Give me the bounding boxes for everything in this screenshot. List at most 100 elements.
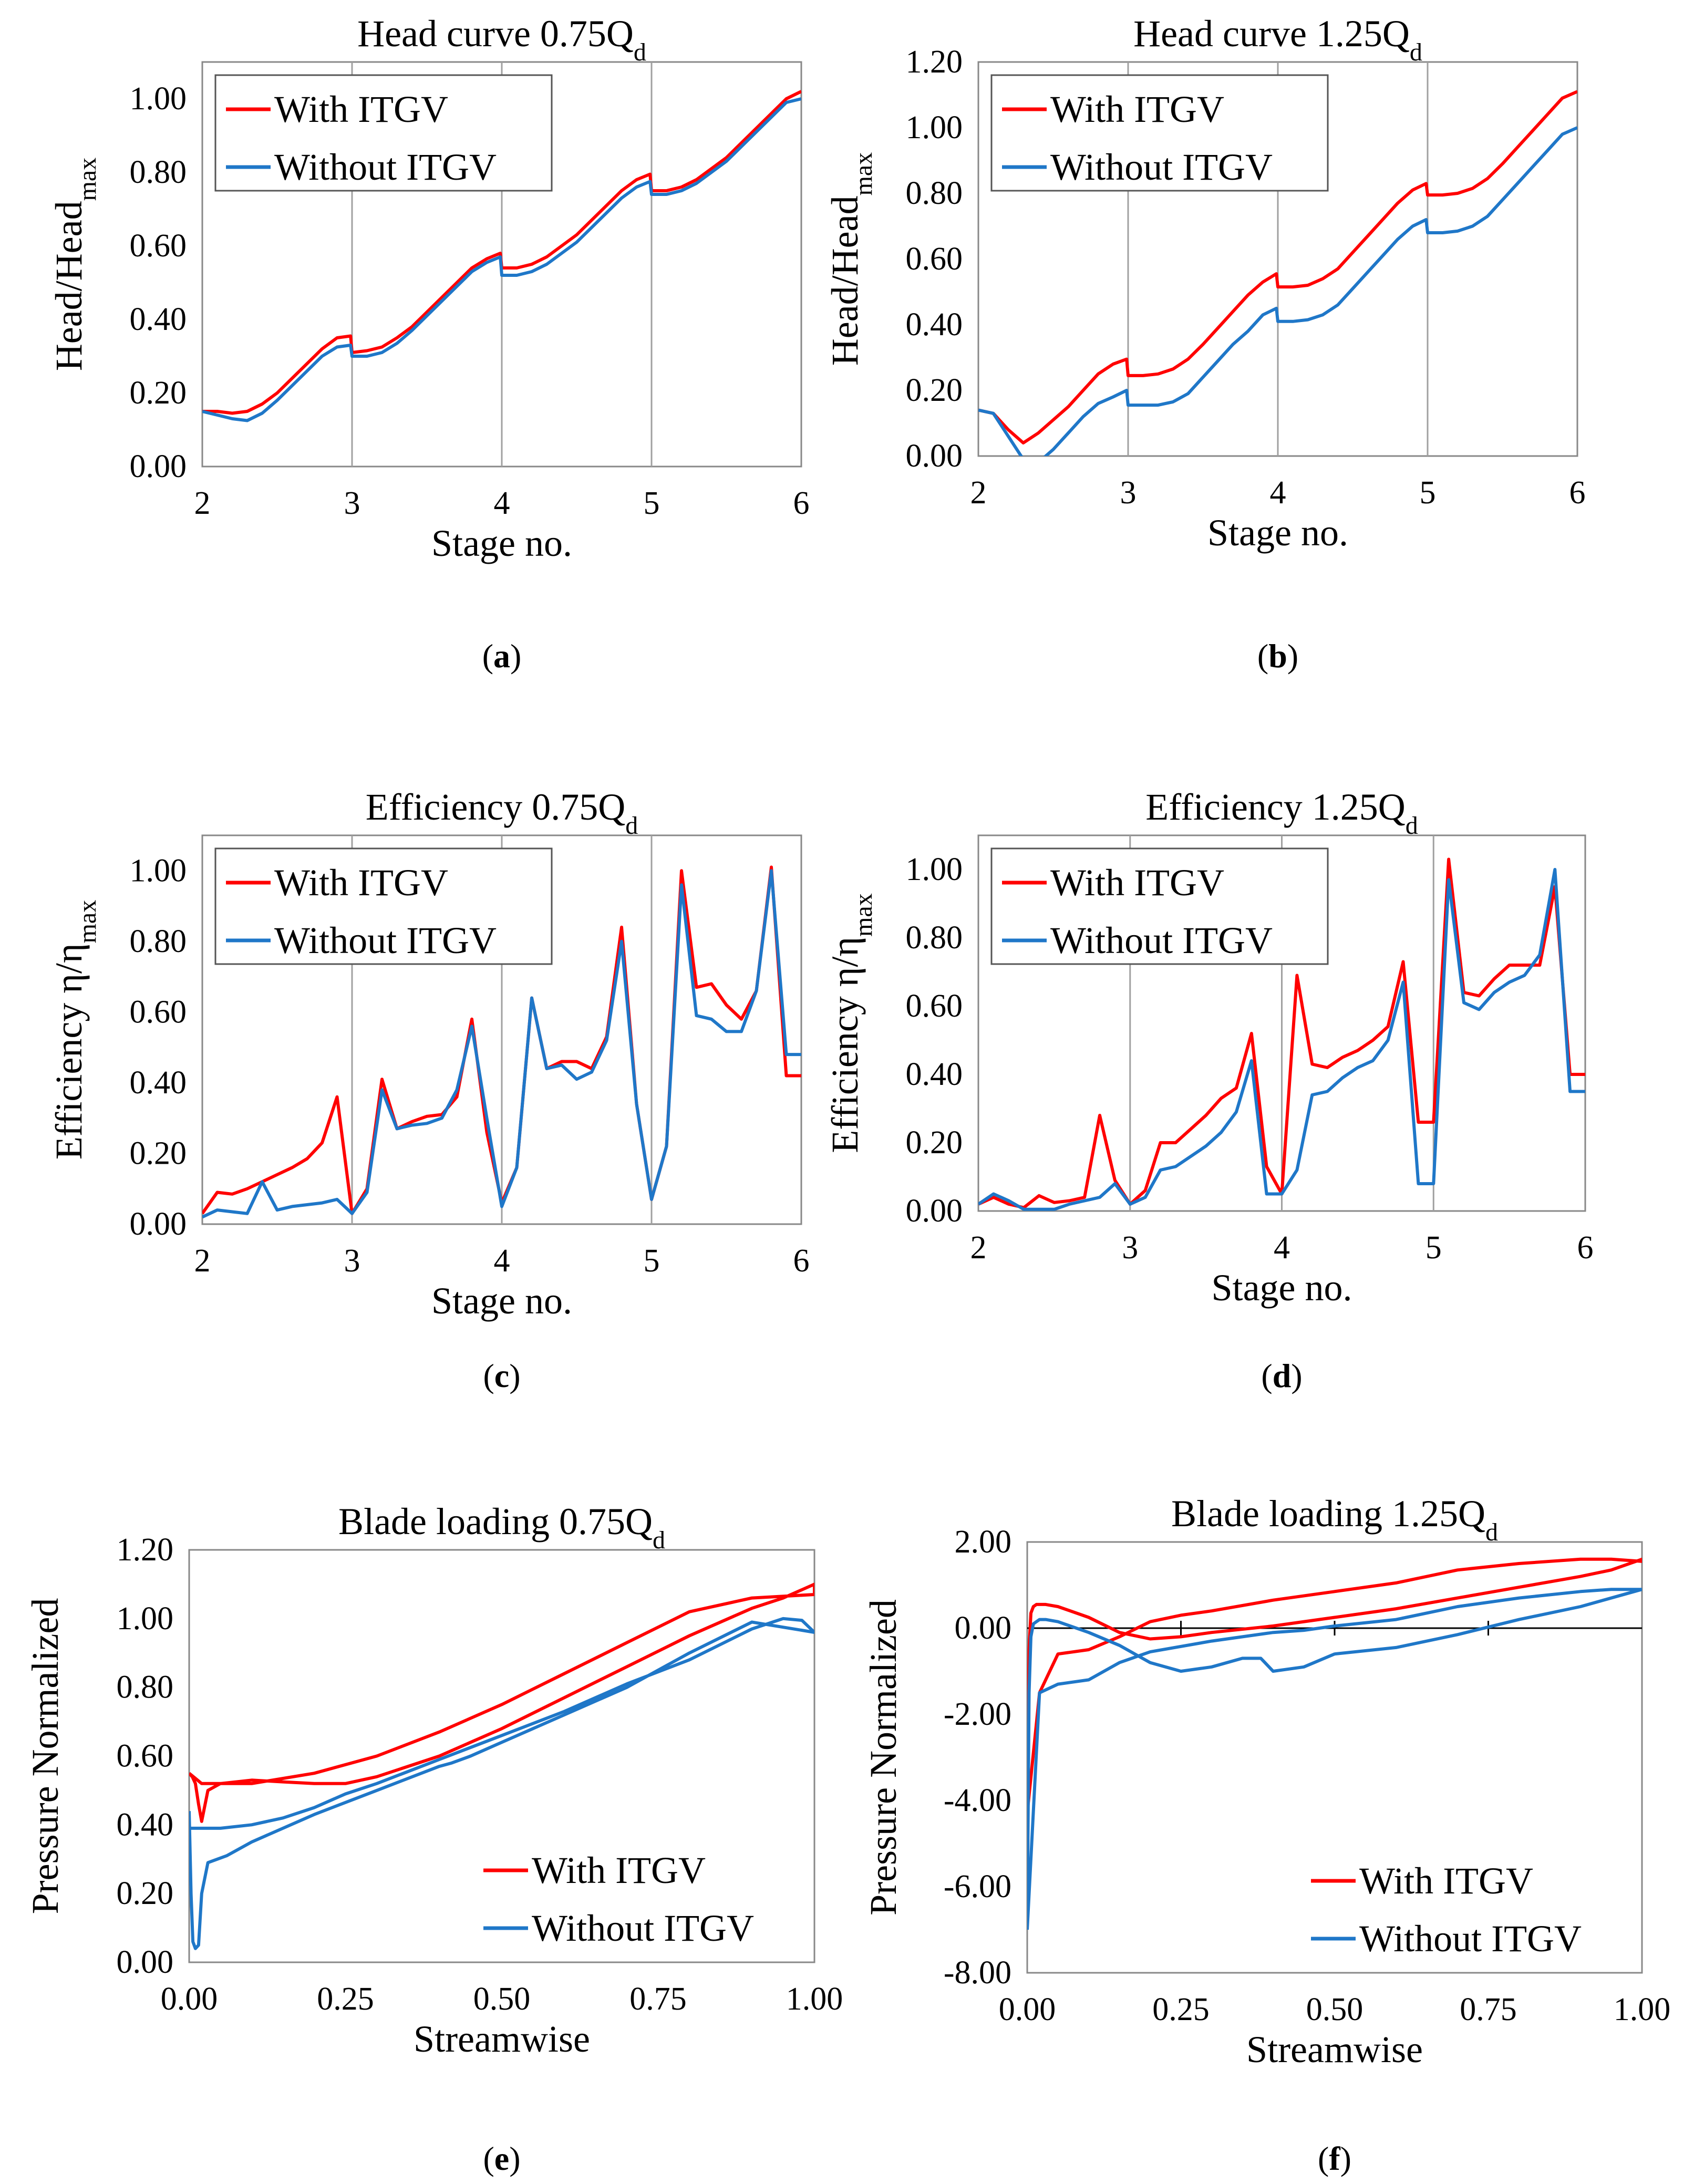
panel-label: (d): [1261, 1357, 1302, 1394]
y-tick-label: -8.00: [944, 1955, 1011, 1991]
series-line-without-itgv: [189, 1617, 814, 1950]
legend: With ITGV Without ITGV: [483, 1849, 754, 1949]
y-tick-label: 0.20: [117, 1876, 174, 1911]
x-tick-label: 4: [1270, 475, 1286, 511]
y-tick-label: 0.00: [130, 1206, 187, 1242]
y-tick-label: 0.80: [906, 920, 963, 956]
legend-label: With ITGV: [1050, 862, 1224, 904]
y-tick-label: -6.00: [944, 1869, 1011, 1904]
x-tick-label: 2: [970, 1230, 987, 1266]
y-tick-label: 0.00: [117, 1944, 174, 1980]
x-axis-label: Stage no.: [431, 522, 572, 564]
legend-box: [214, 847, 553, 965]
plot-frame: [1026, 1541, 1643, 1974]
chart-panel-4: 0.00 0.20 0.40 0.60 0.80 1.00 2 3 4 5 6 Stage no. Ef…: [824, 786, 1594, 1394]
x-tick-label: 0.25: [1152, 1992, 1210, 2027]
y-tick-label: 0.60: [130, 228, 187, 264]
y-axis-label: Efficiency η/ηmax: [824, 893, 877, 1153]
legend: With ITGV Without ITGV: [990, 74, 1329, 192]
x-axis-label: Streamwise: [1246, 2028, 1423, 2071]
y-tick-label: 1.20: [117, 1532, 174, 1568]
legend-label: Without ITGV: [274, 919, 497, 961]
y-tick-label: 1.20: [906, 44, 963, 80]
x-tick-label: 1.00: [786, 1981, 843, 2017]
series-group: [978, 857, 1585, 1211]
y-tick-label: 0.20: [130, 375, 187, 411]
x-axis-label: Stage no.: [1207, 512, 1348, 554]
y-tick-label: 0.40: [906, 307, 963, 343]
legend-box: [990, 74, 1329, 192]
x-tick-label: 4: [494, 1243, 510, 1279]
y-axis-label: Efficiency η/ηmax: [48, 900, 101, 1160]
series-line-with-itgv: [1027, 1557, 1642, 1814]
series-line-with-itgv: [189, 1582, 814, 1823]
x-tick-label: 0.75: [629, 1981, 687, 2017]
y-tick-label: 1.00: [906, 110, 963, 146]
x-tick-label: 4: [494, 485, 510, 521]
plot-frame: [188, 1549, 815, 1963]
legend: With ITGV Without ITGV: [1311, 1860, 1582, 1960]
series-group: [202, 865, 801, 1219]
series-line-without-itgv: [1027, 1588, 1642, 1930]
y-tick-label: 1.00: [906, 852, 963, 887]
x-tick-label: 3: [344, 485, 360, 521]
y-tick-label: 0.80: [906, 175, 963, 211]
x-tick-label: 3: [1122, 1230, 1138, 1266]
chart-title: Head curve 1.25Qd: [1133, 13, 1422, 66]
x-tick-label: 3: [1120, 475, 1137, 511]
chart-panel-1: 0.00 0.20 0.40 0.60 0.80 1.00 2 3 4 5 6 Stage no. He…: [48, 13, 810, 675]
y-tick-label: 1.00: [130, 81, 187, 117]
chart-title: Head curve 0.75Qd: [357, 13, 646, 66]
x-tick-label: 0.50: [1306, 1992, 1364, 2027]
x-axis-label: Streamwise: [414, 2018, 590, 2060]
x-tick-label: 3: [344, 1243, 360, 1279]
legend-label: With ITGV: [274, 88, 448, 130]
legend: With ITGV Without ITGV: [214, 847, 553, 965]
y-tick-label: -2.00: [944, 1696, 1011, 1732]
legend-label: Without ITGV: [532, 1907, 754, 1949]
y-axis-label: Pressure Normalized: [862, 1599, 904, 1916]
chart-panel-2: 0.00 0.20 0.40 0.60 0.80 1.00 1.20 2 3 4 5 6 Stage n…: [824, 13, 1586, 675]
x-tick-label: 1.00: [1614, 1992, 1671, 2027]
panel-label: (b): [1257, 637, 1298, 675]
y-tick-label: 0.00: [130, 449, 187, 484]
x-tick-label: 6: [1569, 475, 1586, 511]
legend-box: [990, 847, 1329, 965]
x-tick-label: 6: [793, 485, 810, 521]
legend: With ITGV Without ITGV: [990, 847, 1329, 965]
y-tick-label: 0.80: [130, 154, 187, 190]
legend-label: With ITGV: [1050, 88, 1224, 130]
chart-title: Blade loading 1.25Qd: [1171, 1493, 1498, 1546]
series-line-without-itgv: [202, 97, 801, 422]
y-tick-label: 0.40: [130, 302, 187, 337]
y-tick-label: -4.00: [944, 1783, 1011, 1818]
chart-title: Efficiency 1.25Qd: [1145, 786, 1418, 840]
y-tick-label: 0.00: [955, 1610, 1012, 1646]
x-tick-label: 4: [1274, 1230, 1290, 1266]
y-axis-label: Pressure Normalized: [24, 1598, 66, 1914]
chart-title: Blade loading 0.75Qd: [338, 1500, 665, 1554]
y-axis-label: Head/Headmax: [48, 158, 101, 371]
y-tick-label: 0.60: [906, 241, 963, 277]
series-group: [978, 90, 1577, 456]
y-tick-label: 0.60: [906, 988, 963, 1024]
legend-label: Without ITGV: [1359, 1918, 1582, 1960]
series-line-without-itgv: [978, 126, 1577, 456]
y-tick-label: 0.20: [906, 1125, 963, 1161]
series-line-without-itgv: [202, 869, 801, 1219]
x-tick-label: 0.25: [317, 1981, 374, 2017]
x-tick-label: 0.50: [473, 1981, 531, 2017]
x-tick-label: 0.00: [999, 1992, 1056, 2027]
chart-title: Efficiency 0.75Qd: [366, 786, 638, 840]
y-tick-label: 0.60: [117, 1738, 174, 1774]
y-tick-label: 0.40: [906, 1057, 963, 1092]
y-tick-label: 0.00: [906, 1193, 963, 1229]
x-tick-label: 0.75: [1460, 1992, 1517, 2027]
y-axis-label: Head/Headmax: [824, 152, 877, 366]
chart-panel-6: -8.00 -6.00 -4.00 -2.00 0.00 2.00 0.00 0.25 0.50…: [862, 1493, 1670, 2177]
y-tick-label: 0.40: [130, 1065, 187, 1101]
x-tick-label: 5: [1420, 475, 1436, 511]
x-tick-label: 5: [1426, 1230, 1442, 1266]
y-tick-label: 0.80: [117, 1670, 174, 1705]
